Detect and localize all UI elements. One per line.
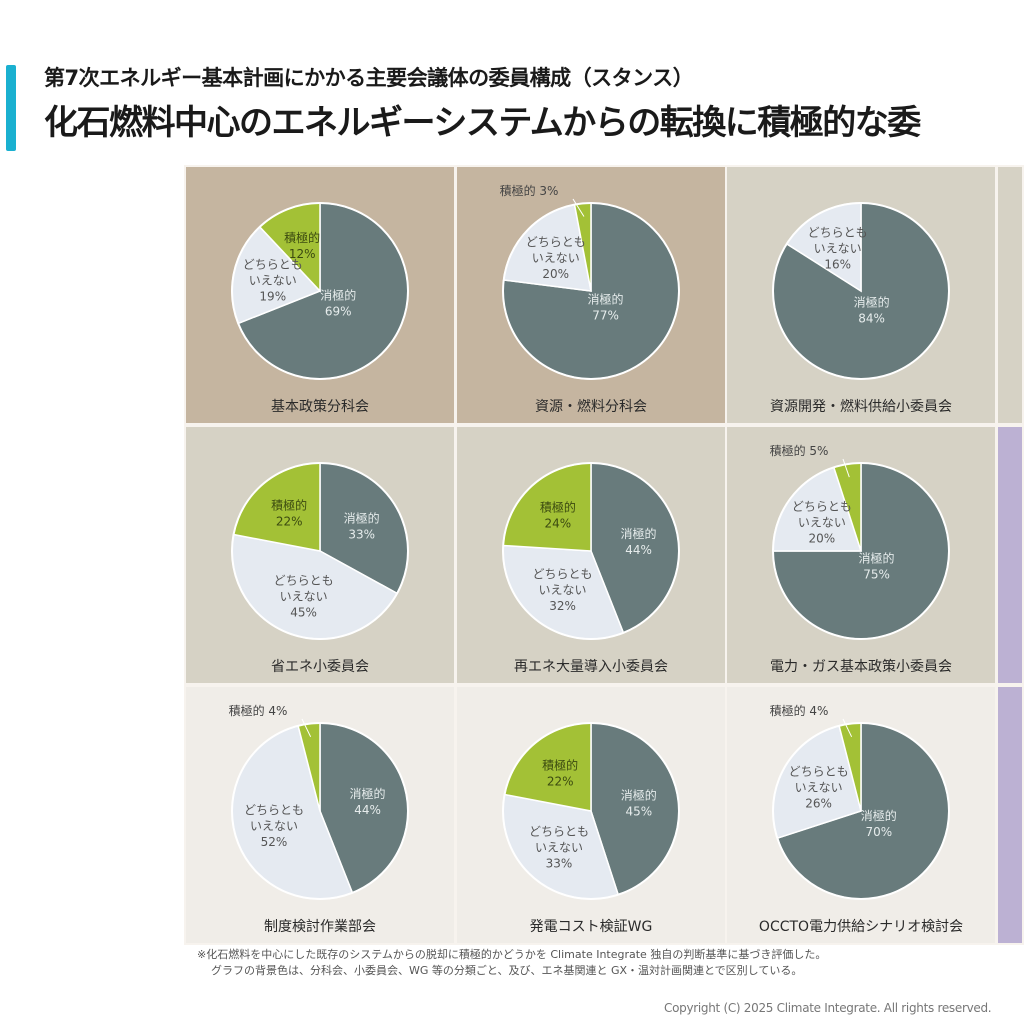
slice-label-negative: 消極的 84% xyxy=(854,294,890,325)
pie-outline xyxy=(502,722,680,900)
slice-label-negative: 消極的 45% xyxy=(621,787,657,818)
slice-label-negative: 消極的 77% xyxy=(588,292,624,323)
slice-label-negative: 消極的 75% xyxy=(859,551,895,582)
pie-outline xyxy=(231,722,409,900)
pie-chart-cell: 消極的 33% どちらともいえない 45% 積極的 22% 省エネ小委員会 xyxy=(186,427,454,683)
footnote-line-2: グラフの背景色は、分科会、小委員会、WG 等の分類ごと、及び、エネ基関連と GX… xyxy=(211,964,803,977)
chart-title: OCCTO電力供給シナリオ検討会 xyxy=(758,919,964,935)
pie-outline xyxy=(772,202,950,380)
slice-label-positive: 積極的 22% xyxy=(542,758,578,789)
pie-chart-cell: 消極的 69% どちらともいえない 19% 積極的 12% 基本政策分科会 xyxy=(186,167,454,423)
chart-title: 制度検討作業部会 xyxy=(264,919,376,935)
page-title: 化石燃料中心のエネルギーシステムからの転換に積極的な委 xyxy=(44,103,921,143)
chart-title: 資源・燃料分科会 xyxy=(535,399,647,415)
footnote: ※化石燃料を中心にした既存のシステムからの脱却に積極的かどうかを Climate… xyxy=(197,947,1017,979)
pie-chart: 消極的 44% どちらともいえない 52% 積極的 4% xyxy=(229,703,409,900)
slice-label-neutral: どちらともいえない 20% xyxy=(792,500,852,546)
slice-label-neutral: どちらともいえない 26% xyxy=(789,765,849,811)
partial-cell-background xyxy=(998,167,1022,423)
pie-chart-grid: 消極的 69% どちらともいえない 19% 積極的 12% 基本政策分科会 消極的 77% どちら… xyxy=(184,165,1024,945)
chart-title: 基本政策分科会 xyxy=(271,399,369,415)
chart-title: 発電コスト検証WG xyxy=(529,919,653,935)
pie-chart-cell: 消極的 45% どちらともいえない 33% 積極的 22% 発電コスト検証WG xyxy=(457,687,725,943)
slice-label-positive: 積極的 5% xyxy=(770,443,829,458)
slice-label-positive: 積極的 4% xyxy=(770,703,829,718)
slice-label-negative: 消極的 44% xyxy=(350,786,386,817)
pie-chart: 消極的 45% どちらともいえない 33% 積極的 22% xyxy=(502,722,680,900)
slice-label-negative: 消極的 69% xyxy=(320,287,356,318)
pie-chart: 消極的 84% どちらともいえない 16% xyxy=(772,202,950,380)
leader-line xyxy=(301,718,312,738)
chart-title: 省エネ小委員会 xyxy=(271,659,369,675)
accent-bar xyxy=(6,65,16,151)
pie-chart-cell: 消極的 70% どちらともいえない 26% 積極的 4% OCCTO電力供給シナリオ検討会 xyxy=(727,687,995,943)
pie-chart: 消極的 77%どちらともいえない 20% 積極的 3% xyxy=(500,183,680,380)
slice-label-neutral: どちらともいえない 45% xyxy=(274,574,334,620)
chart-title: 再エネ大量導入小委員会 xyxy=(514,659,668,675)
slice-label-positive: 積極的 12% xyxy=(284,230,320,261)
partial-cell-background xyxy=(998,687,1022,943)
leader-line xyxy=(842,718,853,738)
slice-label-negative: 消極的 44% xyxy=(621,526,657,557)
slice-label-neutral: どちらともいえない 16% xyxy=(808,226,868,272)
pie-outline xyxy=(231,202,409,380)
pie-outline xyxy=(502,462,680,640)
pie-chart: 消極的 75%どちらともいえない 20% 積極的 5% xyxy=(770,443,950,640)
leader-line xyxy=(842,458,850,478)
slice-label-neutral: どちらともいえない 33% xyxy=(529,824,589,870)
pie-chart: 消極的 44% どちらともいえない 32% 積極的 24% xyxy=(502,462,680,640)
pie-chart: 消極的 70% どちらともいえない 26% 積極的 4% xyxy=(770,703,950,900)
pie-outline xyxy=(502,202,680,380)
slice-label-positive: 積極的 24% xyxy=(540,500,576,531)
pie-chart-cell: 消極的 75% どちらともいえない 20% 積極的 5% 電力・ガス基本政策小委員会 xyxy=(727,427,995,683)
pie-chart: 消極的 33% どちらともいえない 45% 積極的 22% xyxy=(231,462,409,640)
footnote-line-1: ※化石燃料を中心にした既存のシステムからの脱却に積極的かどうかを Climate… xyxy=(197,948,827,961)
slice-label-neutral: どちらともいえない 20% xyxy=(526,235,586,281)
pie-chart-cell: 消極的 84% どちらともいえない 16% 資源開発・燃料供給小委員会 xyxy=(727,167,995,423)
slice-label-negative: 消極的 70% xyxy=(861,808,897,839)
slice-label-positive: 積極的 22% xyxy=(271,498,307,529)
page-subtitle: 第7次エネルギー基本計画にかかる主要会議体の委員構成（スタンス） xyxy=(44,66,694,90)
pie-outline xyxy=(231,462,409,640)
pie-chart-cell: 消極的 44% どちらともいえない 52% 積極的 4% 制度検討作業部会 xyxy=(186,687,454,943)
pie-outline xyxy=(772,722,950,900)
pie-chart: 消極的 69% どちらともいえない 19%積極的 12% xyxy=(231,202,409,380)
slice-label-neutral: どちらともいえない 52% xyxy=(244,803,304,849)
slice-label-neutral: どちらともいえない 19% xyxy=(243,257,303,303)
pie-chart-cell: 消極的 77% どちらともいえない 20% 積極的 3% 資源・燃料分科会 xyxy=(457,167,725,423)
slice-label-negative: 消極的 33% xyxy=(344,510,380,541)
chart-title: 資源開発・燃料供給小委員会 xyxy=(770,399,952,415)
slice-label-positive: 積極的 4% xyxy=(229,703,288,718)
slice-label-positive: 積極的 3% xyxy=(500,183,559,198)
chart-title: 電力・ガス基本政策小委員会 xyxy=(770,659,952,675)
partial-cell-background xyxy=(998,427,1022,683)
pie-outline xyxy=(772,462,950,640)
pie-chart-cell: 消極的 44% どちらともいえない 32% 積極的 24% 再エネ大量導入小委員会 xyxy=(457,427,725,683)
copyright: Copyright (C) 2025 Climate Integrate. Al… xyxy=(664,1001,992,1015)
slice-label-neutral: どちらともいえない 32% xyxy=(533,567,593,613)
leader-line xyxy=(572,198,585,217)
